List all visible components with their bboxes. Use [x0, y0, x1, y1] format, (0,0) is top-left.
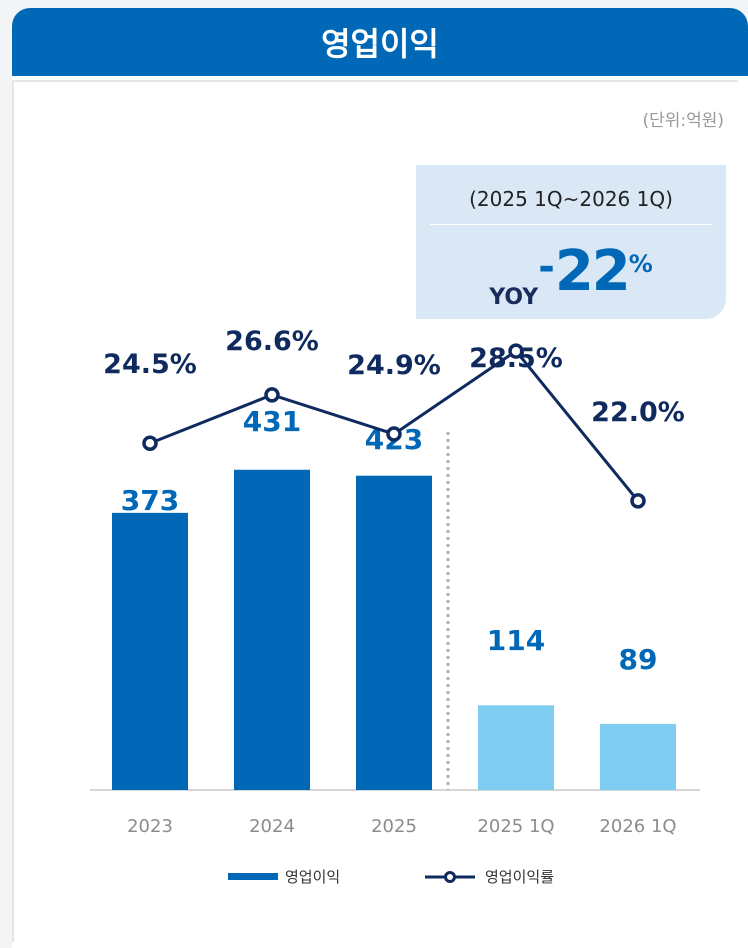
- yoy-divider: [430, 224, 712, 225]
- margin-value-label: 24.9%: [347, 350, 441, 381]
- bar-value-label: 89: [619, 643, 658, 676]
- header-title: 영업이익: [321, 25, 439, 63]
- margin-point: [386, 426, 402, 442]
- legend-line-marker: [444, 871, 456, 883]
- x-tick-label: 2026 1Q: [599, 816, 676, 837]
- legend-label-bar: 영업이익: [285, 868, 340, 886]
- yoy-box: (2025 1Q~2026 1Q) YOY-22%: [416, 165, 726, 319]
- unit-label: (단위:억원): [642, 111, 724, 131]
- bar-2025: [356, 475, 432, 790]
- margin-point: [264, 387, 280, 403]
- legend-label-line: 영업이익률: [485, 868, 554, 886]
- yoy-period: (2025 1Q~2026 1Q): [469, 187, 673, 211]
- margin-value-label: 24.5%: [103, 349, 197, 380]
- x-tick-label: 2025 1Q: [477, 816, 554, 837]
- margin-value-label: 26.6%: [225, 326, 319, 357]
- yoy-label: YOY: [489, 285, 539, 310]
- yoy-sign: -: [538, 244, 555, 290]
- margin-value-label: 22.0%: [591, 397, 685, 428]
- yoy-main: YOY-22%: [416, 239, 726, 310]
- x-tick-label: 2023: [127, 816, 173, 837]
- legend-bar-swatch: [228, 873, 278, 880]
- x-tick-label: 2024: [249, 816, 295, 837]
- bar-2023: [112, 512, 188, 790]
- margin-point: [630, 493, 646, 509]
- yoy-value: 22: [554, 239, 631, 304]
- bar-value-label: 114: [487, 624, 545, 657]
- bar-value-label: 431: [243, 405, 301, 438]
- yoy-unit: %: [628, 250, 653, 278]
- bar-2025-1q: [478, 705, 554, 790]
- margin-point: [508, 343, 524, 359]
- x-tick-label: 2025: [371, 816, 417, 837]
- bar-2026-1q: [600, 723, 676, 790]
- bar-2024: [234, 469, 310, 790]
- chart-header: 영업이익: [12, 8, 748, 76]
- bar-value-label: 373: [121, 484, 179, 517]
- margin-point: [142, 435, 158, 452]
- margin-value-label: 28.5%: [469, 343, 563, 374]
